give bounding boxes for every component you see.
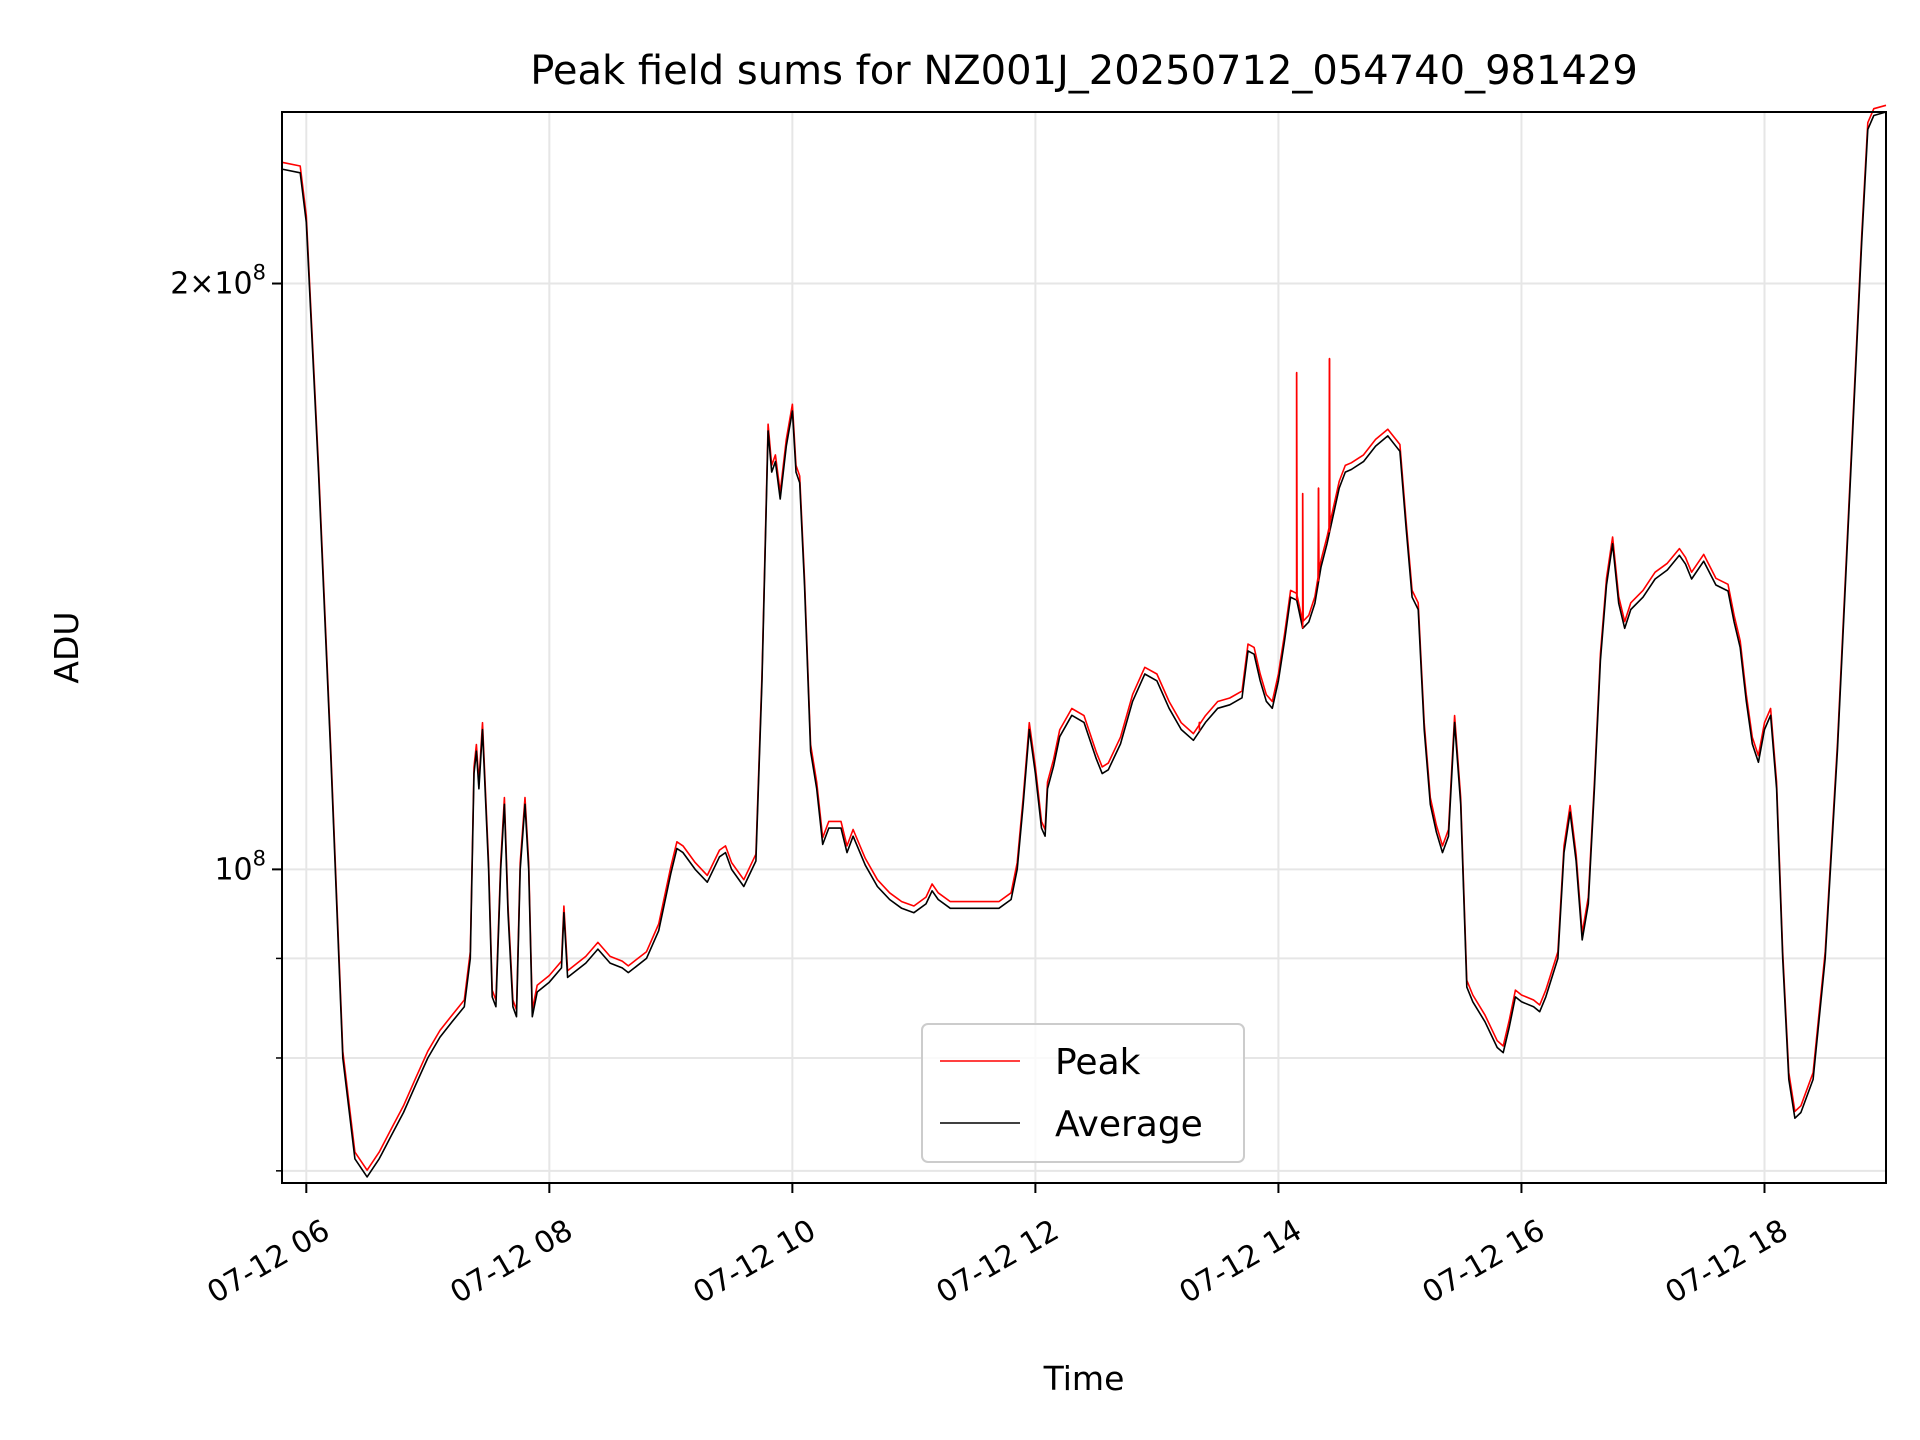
series-line-average (281, 111, 1887, 1178)
series-layer (281, 104, 1887, 1178)
legend-label-average: Average (1055, 1104, 1203, 1145)
plot-frame (281, 111, 1887, 1184)
legend: Peak Average (921, 1023, 1245, 1163)
grid (282, 112, 1886, 1183)
y-tick-label: 108 (214, 846, 266, 887)
y-axis-title: ADU (47, 611, 86, 683)
legend-label-peak: Peak (1055, 1042, 1141, 1083)
y-tick-label: 2×108 (170, 261, 266, 302)
legend-box (921, 1023, 1245, 1163)
x-axis-title: Time (1043, 1359, 1125, 1398)
chart-title: Peak field sums for NZ001J_20250712_0547… (530, 48, 1638, 94)
